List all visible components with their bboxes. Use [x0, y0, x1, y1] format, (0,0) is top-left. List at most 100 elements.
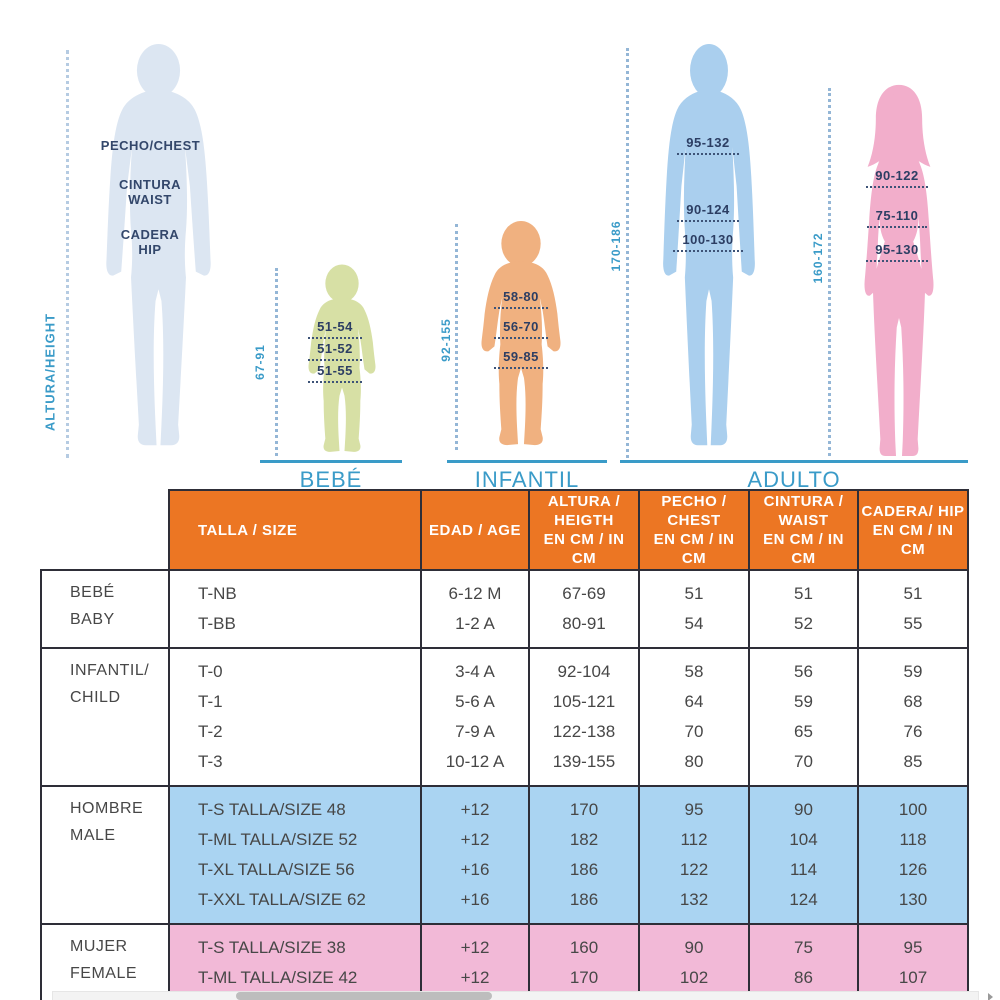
adulto-group-label: ADULTO — [747, 467, 841, 492]
table-cell: 92-104 — [528, 647, 640, 687]
table-cell: 160 — [528, 923, 640, 963]
reference-waist-label: CINTURA WAIST — [119, 177, 181, 207]
table-cell: 7-9 A — [420, 717, 530, 747]
category-label-bebe: BEBÉ BABY — [40, 569, 170, 649]
section-bebe: BEBÉ BABY T-NB 6-12 M 67-69 51 51 51 T-BB 1-2 A 80… — [40, 569, 969, 649]
table-row: T-1 5-6 A 105-121 64 59 68 — [41, 687, 969, 717]
table-cell: 170 — [528, 963, 640, 993]
table-cell: 102 — [638, 963, 750, 993]
table-cell: 124 — [748, 885, 859, 925]
scrollbar-right-arrow[interactable] — [988, 993, 993, 1000]
table-cell: 122 — [638, 855, 750, 885]
table-cell: T-ML TALLA/SIZE 42 — [168, 963, 422, 993]
adult-female-height-range: 160-172 — [811, 232, 825, 284]
header-blank-cell — [41, 490, 169, 570]
table-row: T-2 7-9 A 122-138 70 65 76 — [41, 717, 969, 747]
infantil-group-label: INFANTIL — [474, 467, 580, 492]
table-cell: 182 — [528, 825, 640, 855]
table-cell: 10-12 A — [420, 747, 530, 787]
table-cell: +16 — [420, 885, 530, 925]
header-talla-size: TALLA / SIZE — [168, 489, 422, 571]
size-table: TALLA / SIZE EDAD / AGE ALTURA / HEIGTH … — [40, 489, 969, 1000]
table-cell: 5-6 A — [420, 687, 530, 717]
baby-silhouette — [308, 264, 376, 452]
header-edad-age: EDAD / AGE — [420, 489, 530, 571]
adult-male-silhouette — [663, 44, 755, 446]
adult-female-silhouette — [864, 84, 934, 456]
table-cell: 55 — [857, 609, 969, 649]
table-cell: 90 — [748, 785, 859, 825]
table-cell: +12 — [420, 963, 530, 993]
table-row: T-BB 1-2 A 80-91 54 52 55 — [41, 609, 969, 649]
table-cell: 85 — [857, 747, 969, 787]
infantil-group-line — [447, 460, 607, 463]
reference-man-height-dotted-line — [66, 50, 69, 458]
table-cell: +16 — [420, 855, 530, 885]
table-cell: 1-2 A — [420, 609, 530, 649]
table-cell: 132 — [638, 885, 750, 925]
table-cell: +12 — [420, 785, 530, 825]
table-row: MUJER FEMALE T-S TALLA/SIZE 38 +12 160 90 75 95 — [40, 923, 969, 1000]
child-height-range: 92-155 — [439, 318, 453, 362]
table-cell: T-BB — [168, 609, 422, 649]
category-label-infantil: INFANTIL/CHILD — [40, 647, 170, 787]
table-cell: 104 — [748, 825, 859, 855]
table-cell: 86 — [748, 963, 859, 993]
baby-height-range: 67-91 — [253, 344, 267, 380]
bebe-group-line — [260, 460, 402, 463]
table-cell: 51 — [638, 569, 750, 609]
bebe-group-label: BEBÉ — [299, 467, 363, 492]
table-cell: 95 — [638, 785, 750, 825]
adult-female-chest-measure: 90-122 — [855, 167, 939, 188]
table-cell: 59 — [857, 647, 969, 687]
child-waist-measure: 56-70 — [482, 318, 560, 339]
table-cell: 64 — [638, 687, 750, 717]
table-cell: 118 — [857, 825, 969, 855]
adult-male-hip-measure: 100-130 — [665, 231, 751, 252]
table-cell: 122-138 — [528, 717, 640, 747]
table-header-row: TALLA / SIZE EDAD / AGE ALTURA / HEIGTH … — [41, 489, 969, 571]
table-cell: 54 — [638, 609, 750, 649]
table-cell: 76 — [857, 717, 969, 747]
table-cell: +12 — [420, 923, 530, 963]
table-cell: 70 — [638, 717, 750, 747]
table-cell: 105-121 — [528, 687, 640, 717]
table-cell: 67-69 — [528, 569, 640, 609]
category-label-hombre: HOMBRE MALE — [40, 785, 170, 925]
reference-hip-label: CADERA HIP — [120, 227, 180, 257]
adult-female-height-dotted-line — [828, 88, 831, 456]
table-cell: T-1 — [168, 687, 422, 717]
table-cell: 51 — [857, 569, 969, 609]
child-height-dotted-line — [455, 224, 458, 450]
baby-hip-measure: 51-55 — [300, 362, 370, 383]
table-row: T-ML TALLA/SIZE 42 +12 170 102 86 107 — [41, 963, 969, 993]
table-cell: 68 — [857, 687, 969, 717]
table-cell: 56 — [748, 647, 859, 687]
table-cell: 130 — [857, 885, 969, 925]
table-cell: T-XXL TALLA/SIZE 62 — [168, 885, 422, 925]
table-cell: 112 — [638, 825, 750, 855]
table-cell: 114 — [748, 855, 859, 885]
baby-chest-measure: 51-54 — [300, 318, 370, 339]
table-cell: 126 — [857, 855, 969, 885]
horizontal-scrollbar-thumb[interactable] — [236, 992, 492, 1000]
adulto-group-line — [620, 460, 968, 463]
table-row: T-XXL TALLA/SIZE 62 +16 186 132 124 130 — [41, 885, 969, 925]
table-row: BEBÉ BABY T-NB 6-12 M 67-69 51 51 51 — [40, 569, 969, 649]
adult-female-hip-measure: 95-130 — [855, 241, 939, 262]
section-mujer: MUJER FEMALE T-S TALLA/SIZE 38 +12 160 90 75 95… — [40, 923, 969, 1000]
table-cell: 59 — [748, 687, 859, 717]
table-cell: T-XL TALLA/SIZE 56 — [168, 855, 422, 885]
table-cell: 186 — [528, 855, 640, 885]
table-row: T-XL TALLA/SIZE 56 +16 186 122 114 126 — [41, 855, 969, 885]
table-cell: 95 — [857, 923, 969, 963]
table-cell: 107 — [857, 963, 969, 993]
table-cell: T-S TALLA/SIZE 38 — [168, 923, 422, 963]
table-cell: T-S TALLA/SIZE 48 — [168, 785, 422, 825]
table-cell: 51 — [748, 569, 859, 609]
header-altura-height: ALTURA / HEIGTH EN CM / IN CM — [528, 489, 640, 571]
horizontal-scrollbar-track[interactable] — [52, 991, 979, 1000]
table-cell: 58 — [638, 647, 750, 687]
table-cell: T-3 — [168, 747, 422, 787]
category-label-mujer: MUJER FEMALE — [40, 923, 170, 1000]
